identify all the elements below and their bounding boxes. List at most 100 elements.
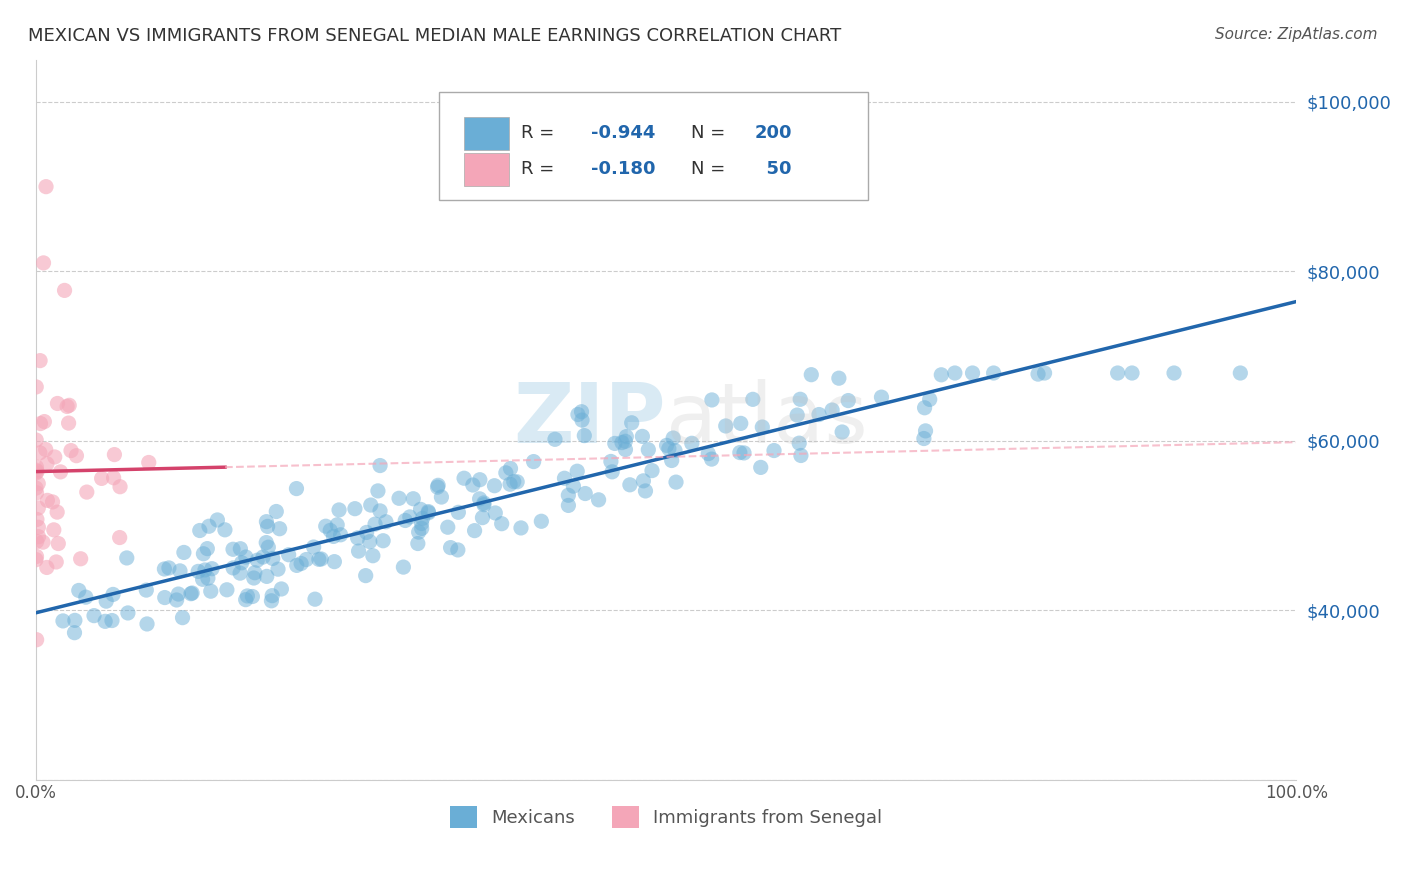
Point xyxy=(103,448,125,462)
Point xyxy=(398,510,420,524)
Point xyxy=(1026,367,1049,381)
Point xyxy=(614,442,637,457)
Point xyxy=(499,461,522,475)
Point xyxy=(655,438,678,452)
Point xyxy=(308,552,330,566)
Point xyxy=(634,483,657,498)
Point xyxy=(76,485,98,500)
Point xyxy=(290,557,312,571)
Point xyxy=(25,433,48,447)
Point xyxy=(138,455,160,469)
Point xyxy=(25,481,48,495)
Point xyxy=(191,572,214,586)
Point xyxy=(499,477,522,491)
Point xyxy=(41,495,63,509)
Point xyxy=(42,523,65,537)
Point xyxy=(256,519,278,533)
Point xyxy=(63,625,86,640)
Point xyxy=(346,531,368,545)
Point xyxy=(27,530,49,544)
Point xyxy=(461,478,484,492)
Point xyxy=(789,392,811,407)
Point xyxy=(914,424,936,438)
Point xyxy=(25,380,48,394)
Point xyxy=(25,466,48,480)
Point xyxy=(25,465,48,479)
Point xyxy=(983,366,1005,380)
Point xyxy=(329,528,352,542)
Point xyxy=(619,478,641,492)
Point xyxy=(356,525,378,540)
Point xyxy=(641,464,664,478)
Point xyxy=(252,549,274,564)
Point xyxy=(1163,366,1185,380)
Point xyxy=(309,552,332,566)
Point xyxy=(347,544,370,558)
Point xyxy=(295,552,318,566)
Text: N =: N = xyxy=(692,160,731,178)
Point xyxy=(661,453,683,467)
Point xyxy=(256,569,278,583)
Point xyxy=(665,475,688,489)
Point xyxy=(254,535,277,549)
Point xyxy=(231,556,253,570)
Point xyxy=(46,536,69,550)
Point xyxy=(491,516,513,531)
Point xyxy=(32,535,55,549)
Point xyxy=(562,479,585,493)
Point xyxy=(262,589,284,603)
Point xyxy=(600,465,623,479)
Point xyxy=(471,510,494,524)
Point xyxy=(198,519,221,533)
Point xyxy=(567,408,589,422)
Point xyxy=(49,465,72,479)
Point xyxy=(557,499,579,513)
Point xyxy=(728,445,751,459)
Point xyxy=(32,256,55,270)
Point xyxy=(412,511,434,525)
Point xyxy=(173,545,195,559)
Point xyxy=(633,474,655,488)
Point xyxy=(323,555,346,569)
Point xyxy=(831,425,853,439)
Point xyxy=(260,594,283,608)
Point xyxy=(35,560,58,574)
Point xyxy=(962,366,984,380)
Point xyxy=(495,466,517,480)
Point xyxy=(58,398,80,412)
Point xyxy=(235,549,257,564)
Text: -0.180: -0.180 xyxy=(591,160,655,178)
Point xyxy=(277,548,299,562)
Point xyxy=(468,473,491,487)
Point xyxy=(614,434,637,449)
Point xyxy=(27,501,49,516)
Point xyxy=(27,476,49,491)
Point xyxy=(30,353,52,368)
Point xyxy=(90,471,112,485)
Point xyxy=(571,405,593,419)
Point xyxy=(359,534,381,549)
Point xyxy=(75,590,97,604)
Point xyxy=(181,586,204,600)
Point xyxy=(195,541,218,556)
Point xyxy=(394,513,416,527)
Point xyxy=(426,480,449,494)
Point xyxy=(242,590,264,604)
Point xyxy=(236,589,259,603)
Point xyxy=(392,560,415,574)
Point xyxy=(741,392,763,407)
Point xyxy=(620,416,643,430)
Point xyxy=(510,521,533,535)
Point xyxy=(65,449,87,463)
FancyBboxPatch shape xyxy=(464,117,509,150)
Point xyxy=(367,483,389,498)
Point xyxy=(374,515,396,529)
Point xyxy=(94,615,117,629)
Point xyxy=(368,458,391,473)
Point xyxy=(430,490,453,504)
Point xyxy=(135,583,157,598)
Point xyxy=(439,541,461,555)
Point xyxy=(25,549,48,564)
Point xyxy=(681,436,703,450)
Point xyxy=(697,447,720,461)
